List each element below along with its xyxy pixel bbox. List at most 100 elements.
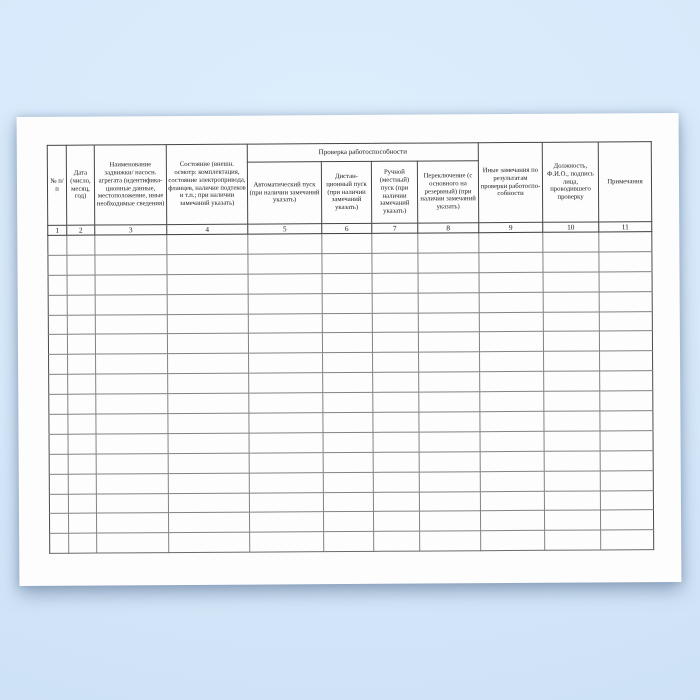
empty-cell: [167, 373, 249, 394]
empty-cell: [418, 391, 480, 413]
empty-cell: [543, 391, 600, 412]
empty-cell: [419, 531, 481, 552]
empty-cell: [543, 311, 600, 332]
empty-cell: [372, 332, 419, 353]
empty-cell: [479, 411, 545, 432]
column-header-manual-start: Ручной (местный) пуск (при наличии замеч…: [371, 161, 418, 224]
empty-cell: [49, 493, 69, 514]
empty-cell: [96, 513, 169, 534]
empty-cell: [418, 272, 480, 293]
empty-cell: [478, 232, 543, 253]
column-header-notes: Примечания: [598, 141, 652, 222]
empty-cell: [543, 271, 600, 292]
empty-cell: [249, 452, 324, 473]
empty-cell: [599, 350, 653, 372]
empty-cell: [544, 530, 601, 551]
empty-cell: [480, 451, 545, 472]
empty-cell: [66, 235, 95, 256]
empty-cell: [94, 234, 167, 255]
empty-cell: [248, 313, 323, 334]
empty-cell: [68, 493, 97, 514]
empty-cell: [322, 352, 373, 373]
empty-cell: [373, 511, 420, 532]
empty-cell: [48, 374, 68, 395]
column-number: 10: [542, 221, 599, 233]
table-group-header-row: № п/п Дата (число, месяц, год) Наименова…: [47, 141, 652, 226]
empty-cell: [95, 393, 168, 415]
empty-cell: [168, 532, 250, 553]
empty-cell: [248, 372, 323, 394]
empty-cell: [372, 272, 419, 294]
empty-cell: [248, 412, 324, 434]
empty-cell: [542, 251, 600, 273]
empty-cell: [48, 314, 68, 335]
empty-cell: [373, 431, 420, 453]
empty-cell: [322, 412, 374, 433]
empty-cell: [96, 473, 169, 494]
column-number: 8: [417, 222, 479, 234]
empty-cell: [323, 432, 374, 453]
column-header-other-remarks: Иные замечания по результатам проверки р…: [478, 142, 543, 223]
empty-cell: [418, 411, 481, 432]
empty-cell: [373, 471, 420, 492]
empty-cell: [167, 353, 249, 374]
empty-cell: [47, 235, 67, 256]
empty-cell: [372, 292, 419, 313]
empty-cell: [95, 353, 168, 375]
empty-cell: [418, 312, 480, 333]
column-header-remote-start: Дистан-ционный пуск (при наличии замечан…: [321, 161, 372, 224]
empty-cell: [67, 354, 96, 375]
empty-cell: [323, 472, 374, 493]
empty-cell: [167, 413, 250, 434]
empty-cell: [67, 374, 96, 395]
empty-cell: [542, 231, 599, 253]
empty-cell: [418, 371, 480, 393]
empty-cell: [67, 314, 96, 335]
document-page: № п/п Дата (число, месяц, год) Наименова…: [16, 112, 682, 587]
empty-cell: [166, 254, 249, 275]
empty-cell: [68, 513, 97, 534]
empty-cell: [322, 332, 373, 354]
empty-cell: [247, 253, 323, 274]
column-number: 4: [166, 224, 248, 235]
empty-cell: [419, 431, 481, 452]
empty-cell: [96, 433, 169, 454]
empty-cell: [168, 452, 250, 474]
empty-cell: [322, 372, 373, 393]
empty-cell: [543, 351, 600, 372]
empty-cell: [480, 470, 545, 492]
empty-cell: [479, 331, 544, 353]
empty-cell: [418, 352, 480, 373]
empty-cell: [479, 291, 544, 313]
empty-cell: [67, 334, 96, 355]
empty-cell: [249, 432, 324, 453]
column-number: 6: [321, 223, 372, 234]
empty-cell: [372, 352, 419, 373]
empty-cell: [323, 491, 374, 513]
empty-cell: [479, 272, 544, 293]
empty-cell: [419, 511, 481, 532]
empty-cell: [167, 393, 249, 414]
empty-cell: [168, 512, 250, 533]
empty-cell: [68, 433, 97, 455]
empty-cell: [479, 311, 544, 333]
empty-cell: [544, 510, 601, 531]
group-header-operability-check: Проверка работоспособности: [247, 142, 479, 163]
empty-cell: [48, 394, 68, 415]
empty-cell: [372, 412, 420, 433]
empty-cell: [167, 293, 249, 315]
empty-cell: [372, 312, 419, 333]
empty-cell: [543, 291, 600, 312]
empty-cell: [48, 294, 68, 315]
empty-cell: [417, 252, 480, 273]
empty-cell: [166, 234, 248, 255]
empty-cell: [544, 430, 601, 452]
empty-cell: [418, 292, 480, 313]
empty-cell: [95, 314, 168, 335]
empty-cell: [544, 450, 601, 471]
empty-cell: [95, 413, 169, 434]
empty-cell: [600, 510, 654, 531]
empty-cell: [598, 251, 653, 272]
empty-cell: [480, 431, 545, 452]
empty-cell: [417, 232, 479, 253]
